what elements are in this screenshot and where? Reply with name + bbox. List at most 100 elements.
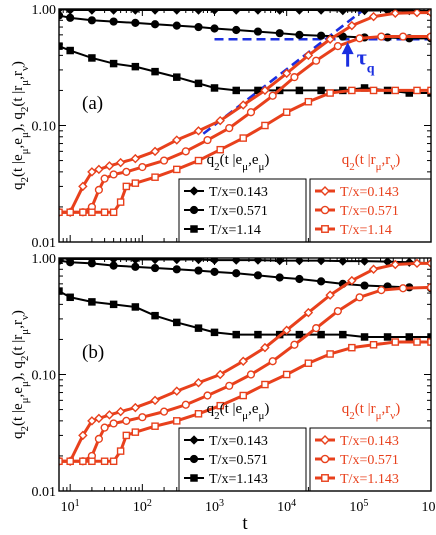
legend-title-part: (t |e — [220, 152, 243, 168]
data-point-square — [131, 428, 140, 436]
data-point-square — [216, 145, 224, 154]
data-point-square — [369, 86, 378, 95]
data-point-circle — [109, 261, 118, 270]
data-point-square — [339, 330, 347, 339]
data-point-diamond — [338, 9, 348, 16]
data-point-diamond — [390, 9, 401, 18]
data-point-diamond — [150, 9, 160, 15]
data-point-diamond — [359, 9, 370, 16]
legend-marker-circle — [189, 454, 199, 464]
x-tick-base: 10 — [422, 500, 436, 515]
data-point-circle — [109, 419, 118, 428]
legend-title-sub: ν — [390, 410, 395, 422]
legend-title-sub: μ — [376, 161, 382, 173]
data-point-circle — [66, 13, 75, 22]
data-point-square — [232, 330, 240, 339]
data-point-square — [59, 42, 63, 50]
data-point-circle — [290, 340, 299, 349]
data-point-circle — [172, 21, 181, 30]
x-tick-base: 10 — [133, 500, 147, 515]
ylabel-sub: 2 — [19, 107, 31, 113]
ylabel-part: ) — [10, 310, 26, 315]
data-point-square — [210, 328, 219, 337]
data-point-diamond — [325, 290, 335, 300]
legend-title-sub: μ — [259, 410, 265, 422]
data-point-square — [151, 311, 159, 320]
data-point-square — [59, 457, 63, 466]
data-point-circle — [100, 423, 109, 432]
data-point-square — [173, 417, 181, 425]
data-point-square — [232, 86, 240, 95]
data-point-circle — [150, 20, 160, 29]
series-group — [59, 9, 431, 217]
data-point-circle — [317, 31, 326, 40]
ylabel-part: ), q — [10, 112, 26, 132]
legend-title-part: ) — [264, 401, 269, 417]
ylabel-sub: μ — [19, 329, 31, 335]
legend-title: q2(t |rμ,rν) — [342, 401, 401, 422]
data-point-circle — [225, 123, 234, 133]
legend-marker-square — [190, 474, 198, 482]
data-point-circle — [355, 34, 364, 43]
data-point-diamond — [94, 413, 104, 424]
x-tick-base: 10 — [349, 500, 363, 515]
data-point-circle — [194, 22, 203, 32]
legend-r: q2(t |rμ,rν) T/x=0.143 T/x=0.571 T/x=1.14 — [309, 152, 432, 243]
data-point-circle — [66, 258, 75, 267]
data-point-square — [173, 318, 181, 327]
data-point-square — [369, 341, 378, 349]
data-point-diamond — [78, 430, 88, 441]
data-point-circle — [290, 73, 299, 82]
data-point-diamond — [338, 258, 348, 266]
data-point-square — [131, 179, 140, 187]
data-point-square — [348, 86, 356, 95]
legend-item-label: T/x=1.14 — [209, 223, 261, 238]
data-point-square — [413, 338, 421, 346]
legend-title-part: (t |r — [355, 152, 376, 168]
data-point-circle — [181, 400, 190, 409]
data-point-square — [109, 59, 118, 68]
data-point-diamond — [87, 167, 97, 177]
data-point-circle — [150, 263, 160, 273]
data-point-square — [66, 208, 74, 217]
data-point-circle — [138, 162, 147, 172]
data-point-square — [66, 293, 74, 302]
data-point-diamond — [193, 126, 204, 136]
y-tick-label: 0.10 — [32, 120, 57, 135]
data-point-square — [100, 208, 109, 217]
data-point-circle — [275, 29, 284, 38]
legend-title-part: ) — [264, 152, 269, 168]
ylabel-q: q — [10, 431, 26, 439]
data-point-diamond — [65, 9, 75, 15]
tau-arrow-head — [341, 42, 354, 55]
data-point-circle — [172, 265, 181, 274]
x-tick-base: 10 — [205, 500, 219, 515]
data-point-diamond — [238, 100, 248, 110]
data-point-square — [413, 86, 421, 95]
data-point-diamond — [215, 115, 225, 126]
legend-title-q: q — [342, 152, 350, 168]
data-point-diamond — [130, 9, 141, 15]
data-point-circle — [122, 167, 131, 176]
data-point-square — [151, 422, 159, 430]
data-point-diamond — [303, 307, 314, 318]
data-point-diamond — [347, 20, 357, 31]
data-point-circle — [398, 284, 408, 293]
data-point-square — [427, 86, 431, 95]
ylabel-sub: μ — [19, 381, 31, 387]
data-point-square — [326, 350, 334, 358]
legend-title-part: ,e — [248, 152, 259, 168]
data-point-diamond — [231, 258, 241, 265]
x-tick-base: 10 — [61, 500, 75, 515]
data-point-circle — [203, 391, 212, 400]
x-tick-exp: 2 — [147, 498, 152, 509]
data-point-diamond — [193, 9, 204, 15]
data-point-square — [261, 380, 269, 389]
data-point-square — [131, 62, 140, 71]
data-point-diamond — [78, 181, 88, 192]
data-point-diamond — [275, 9, 285, 15]
data-point-diamond — [104, 161, 115, 171]
legend-item-label: T/x=0.143 — [209, 434, 268, 449]
